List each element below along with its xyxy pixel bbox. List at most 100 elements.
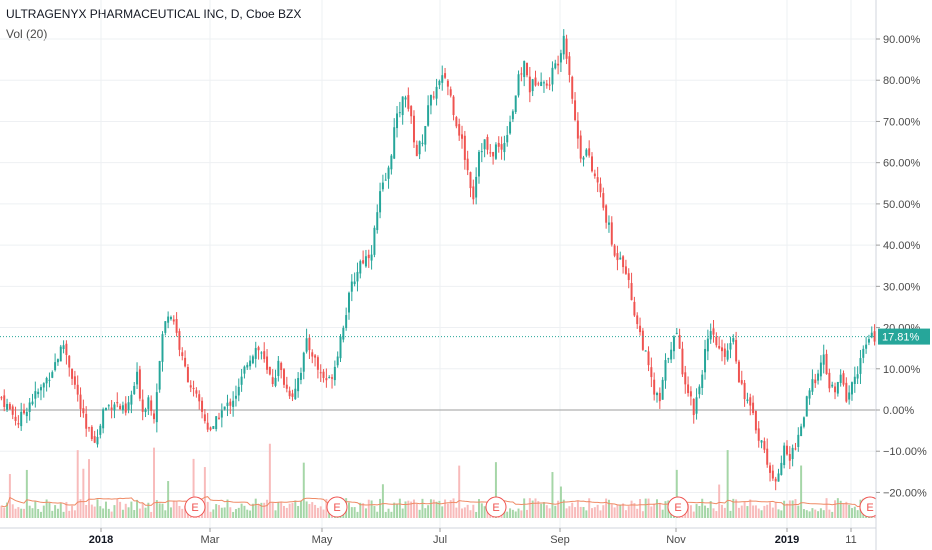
current-value-label: 17.81% [882,332,920,344]
candle-body [828,372,831,389]
volume-bar [444,499,447,518]
earnings-marker: E [485,496,507,518]
volume-bar [712,508,715,518]
y-tick-label: 50.00% [883,199,921,211]
candle-body [226,402,229,407]
candle-body [93,436,96,443]
volume-bar [624,510,627,518]
volume-bar [506,511,509,518]
candle-body [675,332,678,334]
candle-body [455,117,458,127]
candle-body [503,142,506,153]
candle-body [641,330,644,350]
candle-body [579,135,582,159]
candle-body [407,95,410,109]
volume-bar [212,509,215,518]
candle-body [633,301,636,316]
candle-body [596,177,599,183]
candle-body [760,440,763,443]
volume-bar [517,508,520,518]
candle-body [119,405,122,410]
volume-bar [396,504,399,518]
candle-body [497,142,500,147]
earnings-marker-label: E [866,502,873,514]
candle-body [246,364,249,368]
volume-bar [223,507,226,518]
volume-bar [218,505,220,518]
volume-bar [477,499,480,518]
candle-body [353,281,356,285]
candle-body [489,152,492,154]
candle-body [195,390,198,394]
volume-bar [8,474,11,518]
volume-bar [215,504,218,518]
volume-bar [254,498,257,518]
volume-bar [56,508,59,518]
volume-bar [113,505,116,518]
candle-body [308,337,311,351]
volume-bar [721,504,723,518]
volume-bar [234,509,237,518]
candle-body [280,362,283,371]
volume-bar [438,500,441,518]
candle-body [794,448,797,450]
candle-body [853,376,856,384]
candle-body [531,79,534,92]
volume-bar [574,507,577,518]
volume-bar [743,501,746,518]
volume-bar [441,506,444,518]
candle-body [500,144,503,150]
candle-body [839,374,842,383]
candle-body [788,454,791,461]
candle-body [678,335,681,349]
volume-bar [557,500,560,518]
candle-body [110,407,113,410]
volume-bar [305,501,308,518]
volume-bar [387,508,390,518]
candle-body [647,351,650,366]
volume-bar [138,508,141,518]
candle-body [59,346,62,362]
volume-bar [605,498,608,518]
volume-bar [661,509,664,518]
earnings-marker-label: E [492,502,499,514]
volume-indicator-label[interactable]: Vol (20) [6,27,48,41]
volume-bar [347,502,350,518]
volume-bar [585,510,588,518]
volume-bar [599,510,602,518]
volume-bar [766,504,769,518]
volume-bar [689,505,692,518]
candle-body [370,254,373,261]
volume-bar [316,507,319,518]
volume-bar [836,498,839,518]
volume-bar [209,511,212,518]
candle-body [347,292,350,313]
candle-body [51,372,54,378]
volume-bar [684,511,687,518]
earnings-marker-circle [326,496,348,518]
candle-body [743,382,746,400]
candle-body [562,35,565,55]
candle-body [542,82,545,84]
candle-body [175,319,178,333]
volume-bar [828,509,831,518]
volume-bar [794,499,797,518]
x-tick-label: Nov [666,534,686,546]
candle-body [88,427,91,429]
y-tick-label: 30.00% [883,281,921,293]
volume-bar [461,508,464,518]
candle-body [831,384,834,387]
candle-body [774,478,777,482]
candle-body [721,347,723,352]
candle-body [480,151,483,153]
volume-bar [169,507,172,518]
volume-bar [172,500,175,518]
volume-bar [435,501,438,518]
volume-bar [446,503,449,518]
volume-bar [85,504,88,518]
candle-body [376,212,379,231]
candle-body [461,134,464,139]
candle-body [153,413,155,420]
